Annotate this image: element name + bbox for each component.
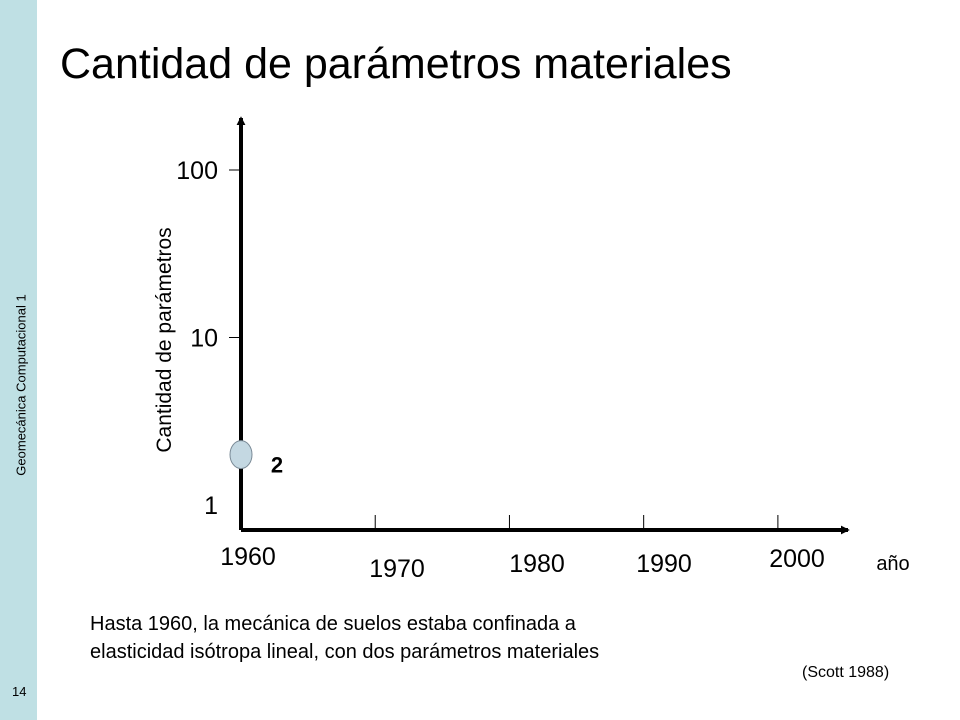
sidebar [0,0,37,720]
source-citation: (Scott 1988) [802,664,890,681]
x-tick-label: 1970 [369,555,425,583]
x-tick-label: 1960 [220,543,276,571]
slide-title: Cantidad de parámetros materiales [60,40,732,88]
x-tick-label: 2000 [769,545,825,573]
y-tick-label: 100 [176,157,218,185]
slide-number: 14 [12,684,27,699]
x-axis-title: año [876,553,909,575]
x-tick-label: 1980 [509,550,565,578]
data-point [229,440,253,470]
caption-text: Hasta 1960, la mecánica de suelos estaba… [90,613,600,663]
data-label: 2 [271,453,283,478]
x-tick-label: 1990 [636,550,692,578]
y-axis-title: Cantidad de parámetros [153,227,176,452]
y-tick-label: 1 [204,492,218,520]
y-tick-label: 10 [190,325,218,353]
